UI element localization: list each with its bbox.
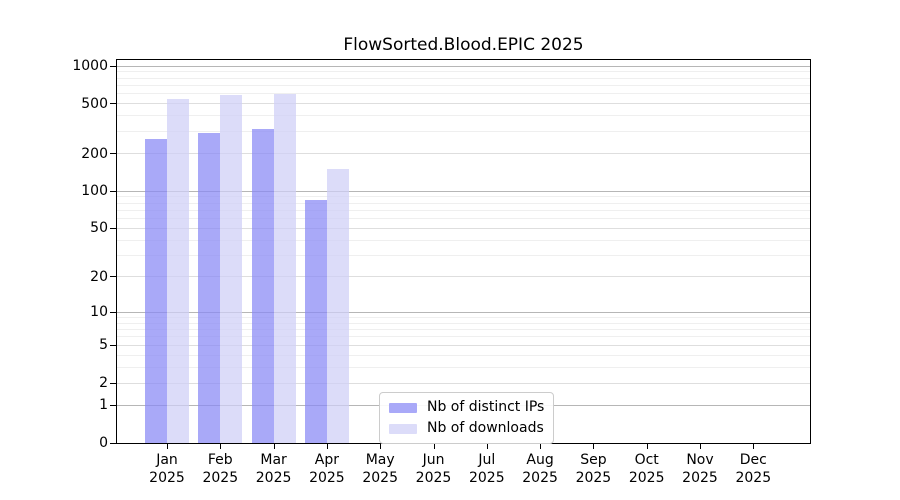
x-tick-label-jun: Jun 2025 (415, 452, 452, 486)
x-tick-mark (380, 443, 382, 449)
legend-label-downloads: Nb of downloads (427, 420, 544, 436)
x-tick-label-apr: Apr 2025 (309, 452, 345, 486)
gridline-minor (117, 218, 810, 220)
gridline-100 (117, 190, 810, 192)
bar-downloads-jan (167, 98, 189, 443)
y-tick-label-50: 50 (90, 220, 108, 237)
gridline-minor (117, 202, 810, 204)
y-tick-mark (110, 276, 117, 278)
y-tick-label-1: 1 (99, 397, 108, 414)
x-tick-mark (753, 443, 755, 449)
x-tick-mark (700, 443, 701, 449)
y-tick-label-100: 100 (81, 183, 108, 200)
gridline-minor (117, 322, 810, 324)
gridline-2 (117, 382, 810, 384)
y-tick-label-1000: 1000 (72, 58, 108, 74)
y-tick-label-500: 500 (81, 95, 108, 112)
gridline-minor (117, 316, 810, 318)
y-tick-mark (110, 103, 117, 105)
x-tick-label-dec: Dec 2025 (735, 452, 772, 486)
gridline-minor (117, 239, 810, 241)
gridline-minor (117, 131, 810, 133)
gridline-minor (117, 77, 810, 79)
x-tick-label-aug: Aug 2025 (522, 452, 558, 486)
gridline-minor (117, 329, 810, 331)
y-tick-label-200: 200 (81, 145, 108, 162)
y-tick-mark (110, 190, 117, 192)
bar-distinct-ips-feb (198, 132, 221, 443)
y-tick-label-5: 5 (99, 337, 108, 354)
x-tick-label-oct: Oct 2025 (628, 452, 665, 486)
legend-item-downloads: Nb of downloads (389, 420, 544, 437)
x-tick-label-mar: Mar 2025 (255, 452, 292, 486)
y-tick-mark (110, 153, 117, 155)
bar-downloads-mar (273, 93, 296, 443)
x-tick-mark (646, 443, 648, 449)
x-tick-label-nov: Nov 2025 (682, 452, 718, 486)
x-tick-label-may: May 2025 (362, 452, 398, 486)
y-tick-mark (110, 65, 117, 67)
x-tick-mark (486, 443, 488, 449)
y-tick-label-2: 2 (99, 375, 108, 392)
gridline-50 (117, 227, 810, 229)
bar-downloads-feb (220, 94, 243, 443)
bar-distinct-ips-jan (145, 139, 167, 443)
gridline-1000 (117, 65, 810, 67)
x-tick-label-jul: Jul 2025 (468, 452, 505, 486)
gridline-minor (117, 354, 810, 356)
gridline-200 (117, 153, 810, 155)
bar-distinct-ips-apr (304, 199, 327, 443)
y-tick-mark (110, 442, 117, 444)
legend-item-distinct-ips: Nb of distinct IPs (389, 399, 544, 416)
y-tick-mark (110, 404, 117, 406)
y-tick-label-10: 10 (90, 304, 108, 321)
gridline-minor (117, 93, 810, 95)
legend-swatch-downloads (389, 423, 417, 434)
gridline-minor (117, 196, 810, 198)
gridline-minor (117, 71, 810, 73)
gridline-minor (117, 336, 810, 338)
y-tick-label-20: 20 (90, 268, 108, 285)
y-tick-mark (110, 382, 117, 384)
plot-area (110, 59, 811, 449)
gridline-5 (117, 344, 810, 346)
x-tick-mark (540, 443, 542, 449)
chart-title: FlowSorted.Blood.EPIC 2025 (343, 35, 584, 55)
gridline-10 (117, 311, 810, 313)
x-tick-mark (220, 443, 222, 449)
x-tick-mark (167, 443, 168, 449)
gridline-minor (117, 115, 810, 117)
gridline-500 (117, 103, 810, 105)
y-tick-mark (110, 344, 117, 346)
x-tick-label-feb: Feb 2025 (202, 452, 239, 486)
legend-label-distinct-ips: Nb of distinct IPs (427, 399, 545, 415)
x-tick-mark (593, 443, 595, 449)
gridline-minor (117, 84, 810, 86)
legend-swatch-distinct-ips (389, 402, 417, 413)
gridline-20 (117, 276, 810, 278)
bar-distinct-ips-mar (251, 128, 274, 443)
x-tick-label-sep: Sep 2025 (575, 452, 612, 486)
y-tick-mark (110, 227, 117, 229)
x-tick-mark (326, 443, 328, 449)
y-tick-mark (110, 311, 117, 313)
bar-downloads-apr (326, 169, 349, 443)
gridline-minor (117, 255, 810, 257)
legend: Nb of distinct IPs Nb of downloads (379, 392, 555, 444)
y-tick-label-0: 0 (99, 435, 108, 451)
gridline-minor (117, 366, 810, 368)
x-tick-mark (273, 443, 275, 449)
x-tick-mark (433, 443, 435, 449)
x-tick-label-jan: Jan 2025 (149, 452, 185, 486)
gridline-minor (117, 209, 810, 211)
